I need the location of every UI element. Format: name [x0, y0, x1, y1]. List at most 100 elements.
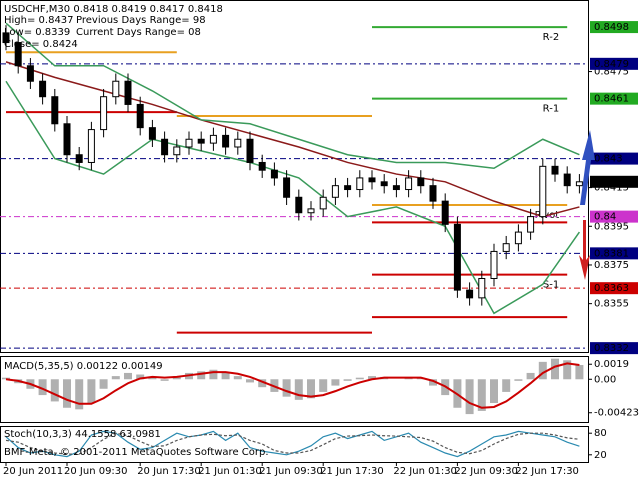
- macd-bar: [551, 358, 559, 380]
- info: Previous Days Range= 98: [76, 15, 206, 26]
- plot-layer: 0.84750.84150.83950.83750.8355R-2R-1Pivo…: [0, 21, 639, 477]
- x-tick-label: 21 Jun 01:30: [198, 466, 262, 477]
- watermark: BMF-Meta, © 2001-2011 MetaQuotes Softwar…: [4, 447, 269, 458]
- macd-bar: [355, 377, 364, 380]
- macd-bar: [563, 360, 572, 380]
- indicator-line: [5, 80, 581, 315]
- macd-bar: [319, 379, 328, 392]
- macd-bar: [246, 379, 254, 383]
- price-label: 0.843: [594, 154, 623, 165]
- macd-bar: [136, 374, 145, 380]
- candle-body: [246, 138, 254, 163]
- candle-body: [39, 80, 47, 98]
- candle-body: [112, 80, 120, 98]
- macd-bar: [368, 376, 376, 380]
- candle-body: [563, 173, 571, 187]
- candle-body: [26, 65, 34, 82]
- price-label: 0.8461: [594, 94, 629, 105]
- candle-body: [575, 181, 583, 187]
- macd-bar: [209, 369, 218, 380]
- price-label: 0.8363: [594, 283, 629, 294]
- candle-body: [136, 103, 144, 129]
- y-tick-label: 0.00: [594, 374, 616, 385]
- info: Close= 0.8424: [4, 39, 78, 50]
- x-tick-label: 21 Jun 17:30: [320, 466, 384, 477]
- macd-bar: [75, 379, 84, 410]
- macd-bar: [343, 379, 352, 381]
- price-label-box: [590, 21, 638, 34]
- macd-bar: [233, 376, 242, 380]
- macd-bar: [160, 379, 169, 381]
- y-tick-label: 0.8415: [594, 183, 629, 194]
- candle-body: [368, 177, 376, 183]
- candle-body: [100, 96, 108, 131]
- x-tick-label: 22 Jun 01:30: [393, 466, 457, 477]
- candle-body: [356, 177, 364, 191]
- price-label: 0.8479: [594, 59, 629, 70]
- y-tick-label: 0.8475: [594, 67, 629, 78]
- candle-body: [270, 169, 278, 179]
- x-tick-label: 22 Jun 17:30: [515, 466, 579, 477]
- macd-bar: [294, 379, 303, 400]
- stoch-pane-border: [0, 426, 589, 463]
- price-label-box: [590, 152, 638, 165]
- candle-body: [2, 32, 10, 44]
- candle-body: [551, 165, 559, 175]
- chart-title: USDCHF,M30 0.8418 0.8419 0.8417 0.8418: [4, 4, 223, 15]
- price-label-box: [590, 247, 638, 260]
- macd-bar: [87, 379, 96, 404]
- macd-bar: [416, 378, 425, 380]
- candle-body: [514, 231, 522, 245]
- x-tick-label: 20 Jun 09:30: [64, 466, 128, 477]
- candle-body: [466, 289, 474, 299]
- signal-line: [5, 362, 580, 409]
- candle-body: [197, 138, 205, 144]
- price-label: 0.8381: [594, 248, 629, 259]
- y-tick-label: 0.8375: [594, 260, 629, 271]
- candle-body: [429, 185, 437, 202]
- price-label-box: [590, 282, 638, 295]
- y-tick-label: -0.00423: [594, 408, 639, 419]
- macd-bar: [477, 379, 486, 411]
- macd-bar: [2, 377, 10, 380]
- macd-bar: [331, 379, 340, 386]
- candle-body: [417, 177, 425, 187]
- y-tick-label: 0.0019: [594, 359, 629, 370]
- stoch-line: [5, 432, 580, 455]
- pane-title: Stoch(10,3,3) 44.1558 63.0981: [4, 429, 161, 440]
- price-label-box: [590, 92, 638, 105]
- macd-bar: [221, 372, 230, 380]
- info: Low= 0.8339: [4, 27, 70, 38]
- candle-body: [185, 138, 193, 148]
- price-label-box: [590, 57, 638, 70]
- pivot-label: S-1: [543, 280, 559, 291]
- macd-bar: [124, 372, 132, 380]
- info: Current Days Range= 08: [76, 27, 201, 38]
- candle-body: [63, 123, 71, 156]
- candle-body: [51, 96, 59, 125]
- macd-bar: [526, 372, 535, 380]
- x-tick-label: 20 Jun 17:30: [137, 466, 201, 477]
- candle-body: [392, 185, 400, 191]
- up-arrow: [580, 130, 595, 205]
- macd-bar: [307, 379, 315, 399]
- macd-bar: [63, 379, 71, 408]
- candle-body: [331, 185, 339, 198]
- candle-body: [441, 200, 449, 225]
- candle-body: [234, 138, 242, 148]
- macd-bar: [575, 365, 584, 380]
- candle-body: [87, 129, 95, 163]
- candle-body: [75, 154, 83, 163]
- candle-body: [161, 138, 169, 156]
- pivot-label: R-1: [543, 104, 560, 115]
- macd-bar: [538, 361, 547, 380]
- candle-body: [222, 134, 230, 148]
- macd-bar: [99, 379, 108, 389]
- price-label-box: [590, 342, 638, 355]
- candle-body: [173, 146, 181, 156]
- macd-pane-border: [0, 356, 589, 423]
- candle-body: [405, 177, 413, 191]
- pivot-label: R-2: [543, 32, 560, 43]
